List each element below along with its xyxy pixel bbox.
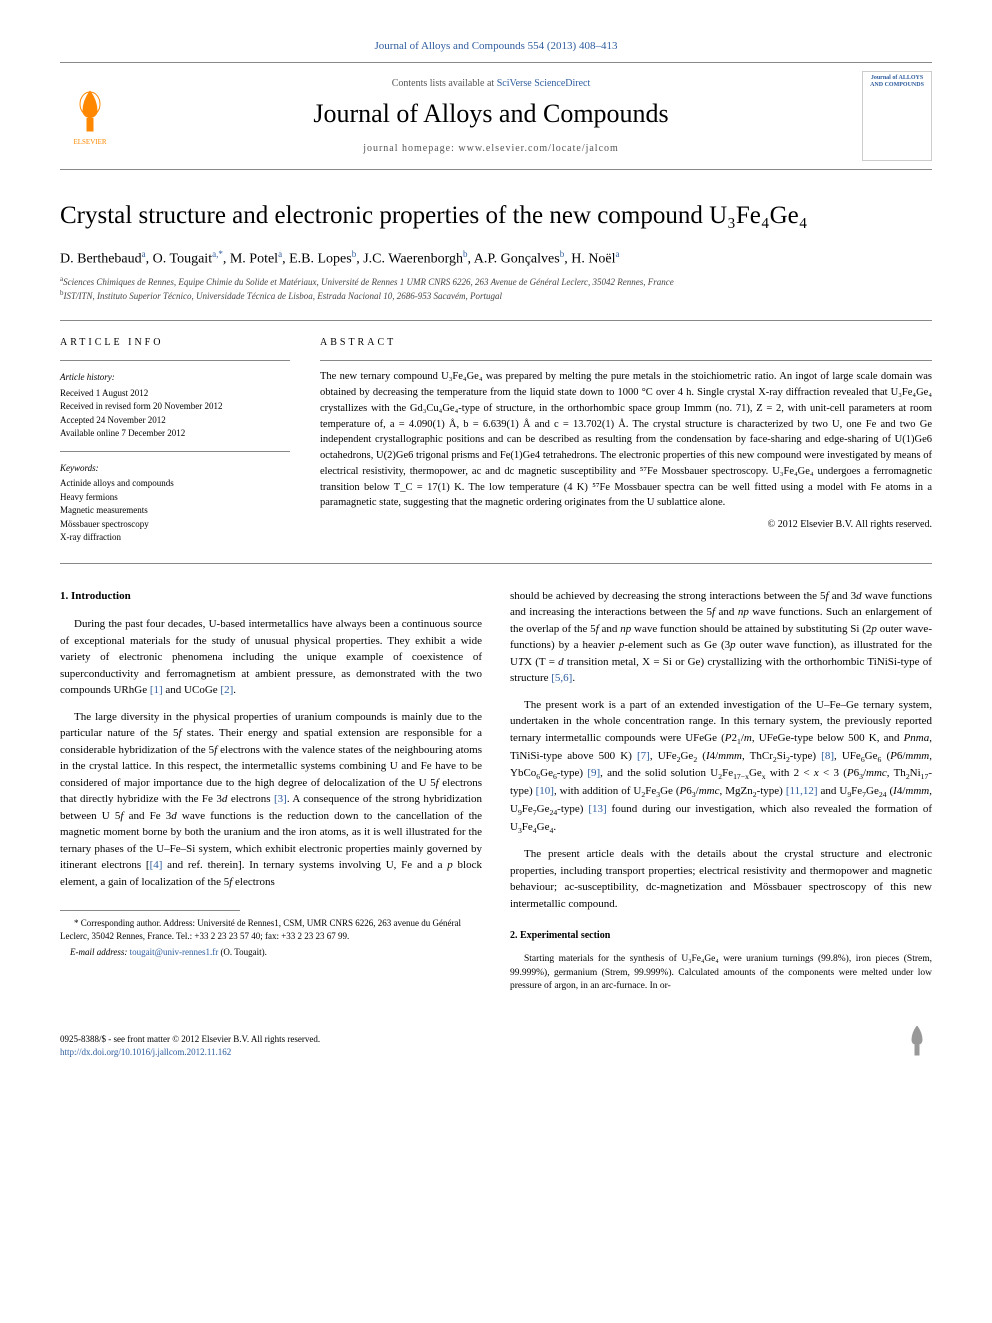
intro-heading: 1. Introduction (60, 588, 482, 605)
sciencedirect-link[interactable]: SciVerse ScienceDirect (497, 78, 591, 89)
divider (60, 451, 290, 452)
divider (60, 360, 290, 361)
author-1: O. Tougait (153, 251, 212, 266)
journal-cover-thumbnail: Journal of ALLOYS AND COMPOUNDS (862, 71, 932, 161)
ref-9[interactable]: [9] (587, 767, 600, 779)
keyword-4: X-ray diffraction (60, 531, 290, 545)
homepage-url[interactable]: www.elsevier.com/locate/jalcom (458, 143, 618, 154)
intro-p2: The large diversity in the physical prop… (60, 709, 482, 891)
ref-3[interactable]: [3] (274, 793, 287, 805)
corresponding-footnote: * Corresponding author. Address: Univers… (60, 917, 482, 942)
issn-line: 0925-8388/$ - see front matter © 2012 El… (60, 1033, 320, 1046)
keywords-label: Keywords: (60, 462, 290, 476)
email-footnote: E-mail address: tougait@univ-rennes1.fr … (60, 946, 482, 959)
ref-4[interactable]: [4] (150, 859, 163, 871)
keyword-1: Heavy fermions (60, 491, 290, 505)
divider (320, 360, 932, 361)
col2-p1: should be achieved by decreasing the str… (510, 588, 932, 687)
elsevier-tree-icon (65, 86, 115, 136)
journal-homepage: journal homepage: www.elsevier.com/locat… (120, 143, 862, 154)
ref-7[interactable]: [7] (637, 750, 650, 762)
contents-lists-line: Contents lists available at SciVerse Sci… (120, 78, 862, 89)
article-info: ARTICLE INFO Article history: Received 1… (60, 335, 290, 545)
column-left: 1. Introduction During the past four dec… (60, 588, 482, 1003)
ref-8[interactable]: [8] (821, 750, 834, 762)
author-4: J.C. Waerenborgh (363, 251, 463, 266)
history-label: Article history: (60, 371, 290, 385)
issn-block: 0925-8388/$ - see front matter © 2012 El… (60, 1033, 320, 1058)
journal-name: Journal of Alloys and Compounds (120, 99, 862, 129)
elsevier-small-logo-icon (902, 1023, 932, 1058)
contents-prefix: Contents lists available at (392, 78, 497, 89)
ref-2[interactable]: [2] (220, 684, 233, 696)
journal-ref-link[interactable]: Journal of Alloys and Compounds 554 (201… (60, 40, 932, 52)
history-0: Received 1 August 2012 (60, 387, 290, 401)
ref-11-12[interactable]: [11,12] (786, 785, 818, 797)
ref-10[interactable]: [10] (536, 785, 554, 797)
ref-5-6[interactable]: [5,6] (551, 672, 572, 684)
column-right: should be achieved by decreasing the str… (510, 588, 932, 1003)
ref-13[interactable]: [13] (588, 803, 606, 815)
authors-line: D. Berthebauda, O. Tougaita,*, M. Potela… (60, 249, 932, 268)
author-5: A.P. Gonçalves (474, 251, 560, 266)
ref-1[interactable]: [1] (150, 684, 163, 696)
abstract-copyright: © 2012 Elsevier B.V. All rights reserved… (320, 517, 932, 532)
exp-p1: Starting materials for the synthesis of … (510, 953, 932, 993)
info-abstract-row: ARTICLE INFO Article history: Received 1… (60, 320, 932, 564)
doi-link[interactable]: http://dx.doi.org/10.1016/j.jallcom.2012… (60, 1046, 320, 1059)
elsevier-logo: ELSEVIER (60, 81, 120, 151)
footer-row: 0925-8388/$ - see front matter © 2012 El… (60, 1023, 932, 1058)
history-3: Available online 7 December 2012 (60, 427, 290, 441)
journal-header-center: Contents lists available at SciVerse Sci… (120, 78, 862, 154)
history-2: Accepted 24 November 2012 (60, 414, 290, 428)
col2-p2: The present work is a part of an extende… (510, 697, 932, 836)
abstract-heading: ABSTRACT (320, 335, 932, 350)
abstract-text: The new ternary compound U₃Fe₄Ge₄ was pr… (320, 369, 932, 511)
article-info-heading: ARTICLE INFO (60, 335, 290, 350)
footnote-separator (60, 910, 240, 911)
body-columns: 1. Introduction During the past four dec… (60, 588, 932, 1003)
article-title: Crystal structure and electronic propert… (60, 200, 932, 233)
author-3: E.B. Lopes (289, 251, 352, 266)
cover-title: Journal of ALLOYS AND COMPOUNDS (866, 75, 928, 88)
header-banner: ELSEVIER Contents lists available at Sci… (60, 62, 932, 170)
keyword-0: Actinide alloys and compounds (60, 477, 290, 491)
abstract: ABSTRACT The new ternary compound U₃Fe₄G… (320, 335, 932, 545)
keyword-2: Magnetic measurements (60, 504, 290, 518)
email-link[interactable]: tougait@univ-rennes1.fr (130, 947, 219, 957)
author-6: H. Noël (571, 251, 615, 266)
experimental-heading: 2. Experimental section (510, 928, 932, 943)
affiliation-a: aSciences Chimiques de Rennes, Equipe Ch… (60, 275, 932, 289)
col2-p3: The present article deals with the detai… (510, 846, 932, 912)
author-0: D. Berthebaud (60, 251, 142, 266)
affiliation-b: bIST/ITN, Instituto Superior Técnico, Un… (60, 289, 932, 303)
elsevier-label: ELSEVIER (73, 138, 106, 146)
keyword-3: Mössbauer spectroscopy (60, 518, 290, 532)
footnotes: * Corresponding author. Address: Univers… (60, 917, 482, 958)
intro-p1: During the past four decades, U-based in… (60, 616, 482, 699)
author-2: M. Potel (230, 251, 278, 266)
homepage-prefix: journal homepage: (363, 143, 458, 154)
affiliations: aSciences Chimiques de Rennes, Equipe Ch… (60, 275, 932, 302)
history-1: Received in revised form 20 November 201… (60, 400, 290, 414)
